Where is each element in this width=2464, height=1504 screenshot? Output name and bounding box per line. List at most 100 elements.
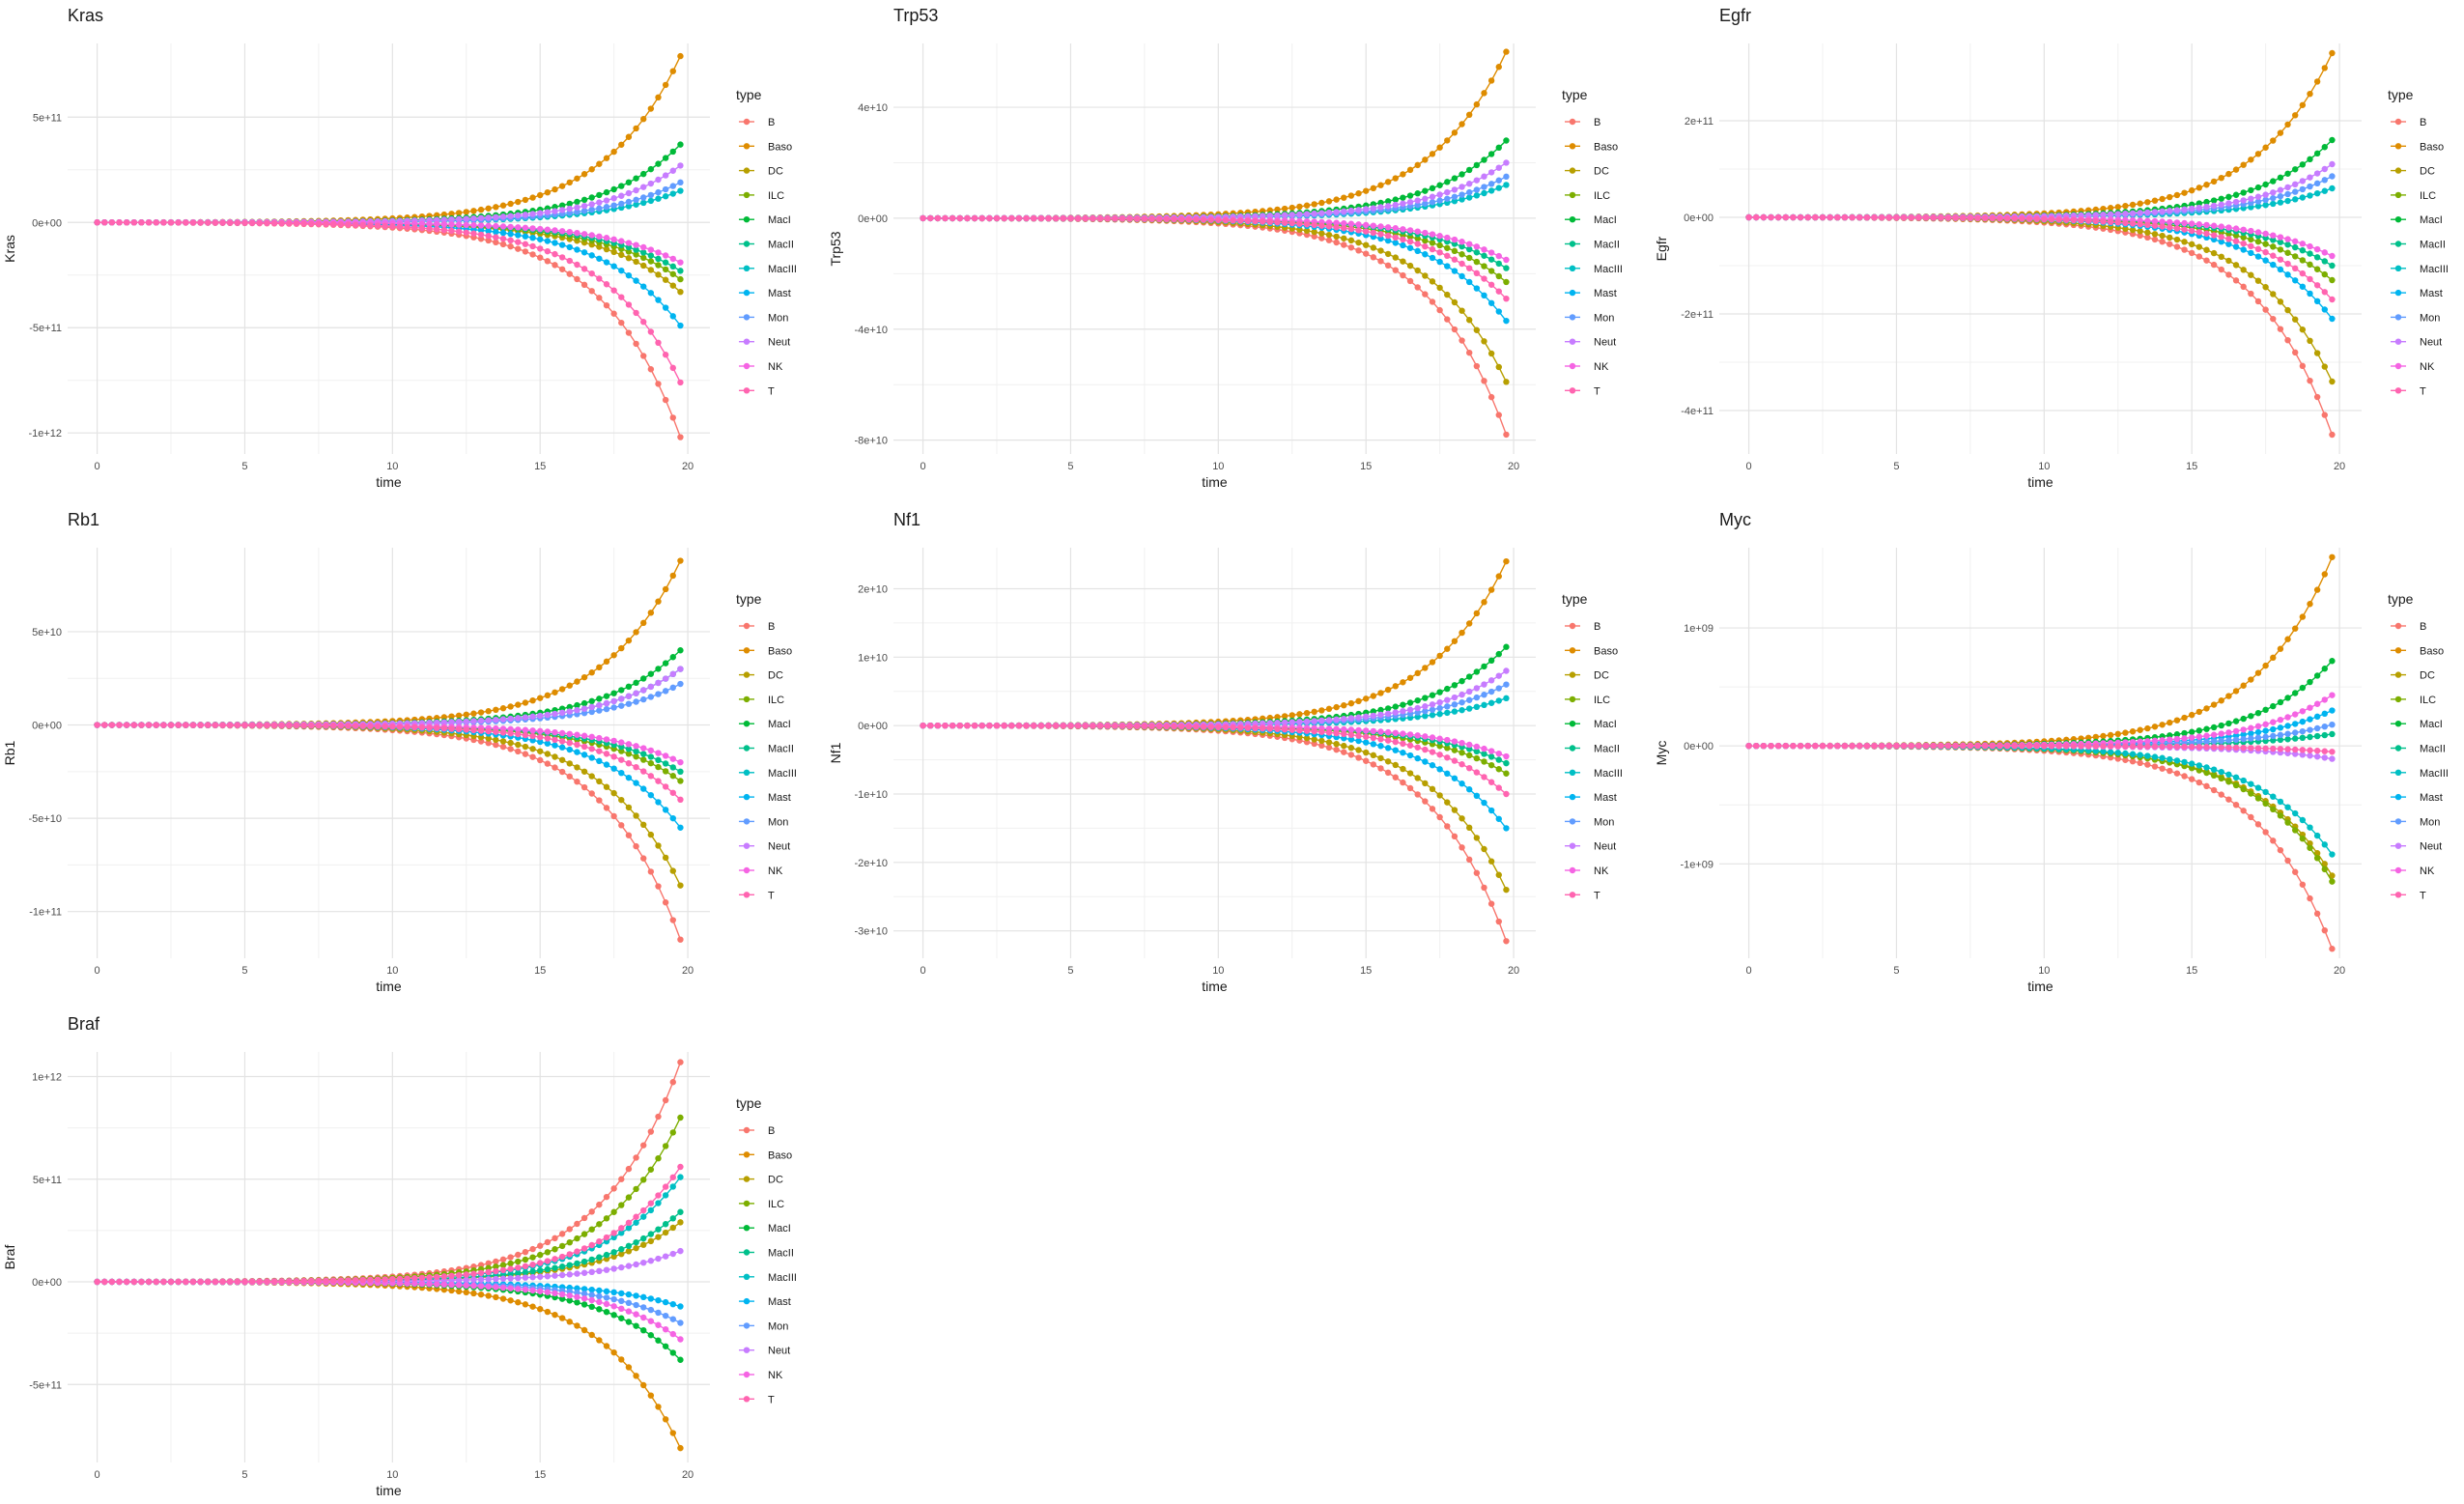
data-point <box>558 756 566 763</box>
data-point <box>1406 199 1414 206</box>
data-point <box>662 193 669 200</box>
data-point <box>618 141 625 148</box>
data-point <box>610 148 617 156</box>
data-point <box>2122 219 2129 227</box>
data-point <box>1863 213 1871 221</box>
data-point <box>566 270 573 277</box>
data-point <box>677 275 684 283</box>
legend-label: Mon <box>2420 312 2440 324</box>
legend-key-point <box>1569 314 1576 321</box>
data-point <box>1466 856 1473 864</box>
data-point <box>1451 747 1459 753</box>
data-point <box>1400 200 1406 207</box>
legend-label: Neut <box>768 841 790 853</box>
data-point <box>2329 136 2336 144</box>
data-point <box>116 219 123 226</box>
data-point <box>669 654 676 661</box>
data-point <box>123 722 130 728</box>
data-point <box>2307 90 2313 98</box>
x-tick-label: 0 <box>95 461 100 472</box>
data-point <box>153 722 159 728</box>
y-tick-label: -1e+11 <box>29 907 62 919</box>
data-point <box>618 702 625 709</box>
data-point <box>647 180 655 187</box>
data-point <box>655 176 662 184</box>
legend-title: type <box>736 591 762 607</box>
data-point <box>1436 284 1443 292</box>
data-point <box>1429 231 1436 238</box>
legend-label: DC <box>1594 166 1609 178</box>
data-point <box>1495 815 1502 822</box>
data-point <box>677 647 684 654</box>
data-point <box>1487 900 1495 907</box>
data-point <box>1481 275 1487 282</box>
data-point <box>477 227 485 234</box>
y-tick-label: -5e+11 <box>29 323 62 334</box>
data-point <box>189 722 197 728</box>
data-point <box>455 725 463 733</box>
data-point <box>1347 752 1355 758</box>
legend-item-baso: Baso <box>2391 141 2444 153</box>
data-point <box>1333 209 1340 215</box>
data-point <box>618 294 625 300</box>
data-point <box>2173 243 2181 250</box>
legend-item-t: T <box>2391 385 2426 397</box>
data-point <box>618 644 625 652</box>
data-point <box>1451 708 1459 715</box>
y-tick-label: -1e+10 <box>854 789 888 801</box>
data-point <box>1487 77 1495 84</box>
data-point <box>655 249 662 256</box>
data-point <box>2151 236 2159 243</box>
legend-label: B <box>768 117 775 128</box>
data-point <box>493 222 499 230</box>
data-point <box>1444 179 1451 185</box>
data-point <box>596 778 603 785</box>
data-point <box>455 228 463 235</box>
data-point <box>440 221 448 228</box>
data-point <box>537 225 544 233</box>
data-point <box>662 899 669 906</box>
data-point <box>1296 211 1303 218</box>
data-point <box>537 748 544 754</box>
data-point <box>610 202 617 209</box>
data-point <box>2321 258 2328 265</box>
data-point <box>2218 266 2224 273</box>
data-point <box>2019 215 2025 222</box>
data-point <box>2137 210 2143 216</box>
data-point <box>145 219 153 226</box>
data-point <box>1915 214 1922 221</box>
data-point <box>647 791 655 799</box>
data-point <box>1141 215 1148 222</box>
data-point <box>566 179 573 186</box>
data-point <box>558 183 566 189</box>
data-point <box>1333 196 1340 203</box>
legend-key-point <box>2394 241 2402 247</box>
data-point <box>2181 189 2188 196</box>
data-point <box>574 175 581 182</box>
data-point <box>1481 184 1487 190</box>
data-point <box>515 239 522 245</box>
data-point <box>529 713 536 721</box>
data-point <box>1422 272 1429 279</box>
data-point <box>1400 679 1406 686</box>
data-point <box>640 619 647 627</box>
legend-label: DC <box>768 670 783 682</box>
legend-label: MacII <box>1594 240 1620 251</box>
x-tick-label: 15 <box>534 461 546 472</box>
data-point <box>2307 290 2313 298</box>
data-point <box>2292 188 2299 195</box>
data-point <box>1487 586 1495 593</box>
data-point <box>1045 214 1052 222</box>
data-point <box>411 224 418 231</box>
data-point <box>1341 235 1347 241</box>
data-point <box>418 724 426 731</box>
data-point <box>2329 252 2336 260</box>
data-point <box>1459 171 1465 178</box>
data-point <box>1436 792 1443 799</box>
data-point <box>1392 201 1399 209</box>
data-point <box>2277 266 2284 273</box>
legend-item-dc: DC <box>739 166 783 178</box>
data-point <box>485 717 492 724</box>
data-point <box>669 313 676 320</box>
